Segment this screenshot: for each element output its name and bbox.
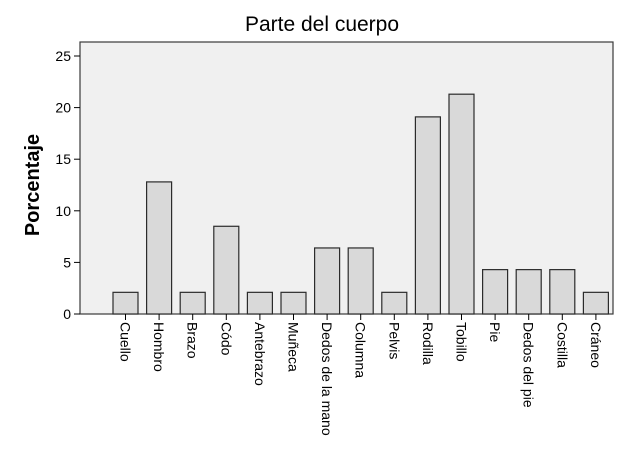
x-tick-label: Tobillo (454, 322, 470, 362)
bar (549, 269, 576, 315)
x-tick-label: Muñeca (286, 322, 302, 372)
bar (280, 291, 307, 315)
y-tick-label: 0 (63, 306, 71, 322)
bar (213, 225, 240, 315)
x-tick-label: Pie (487, 322, 503, 342)
x-tick-label: Rodilla (420, 322, 436, 365)
y-tick-label: 25 (55, 48, 71, 64)
chart-title: Parte del cuerpo (245, 13, 399, 36)
bar (146, 181, 173, 315)
y-tick-label: 5 (63, 254, 71, 270)
bar (314, 247, 341, 315)
x-tick-label: Brazo (185, 322, 201, 359)
bar (112, 291, 139, 315)
bar (582, 291, 610, 315)
y-tick-label: 15 (55, 151, 71, 167)
bar (448, 93, 475, 315)
x-tick-label: Hombro (151, 322, 167, 372)
x-tick-label: Columna (353, 322, 369, 378)
x-tick-label: Cuello (118, 322, 134, 362)
y-tick-label: 10 (55, 203, 71, 219)
bar (414, 116, 441, 315)
bar (381, 291, 408, 315)
x-tick-label: Antebrazo (252, 322, 268, 386)
bar (482, 269, 509, 315)
x-axis: Cuello Hombro Brazo Códo Antebrazo Muñeca Dedo… (118, 314, 604, 436)
bar (347, 247, 374, 315)
x-tick-label: Costilla (554, 322, 570, 368)
bar (179, 291, 206, 315)
x-tick-label: Dedos de la mano (319, 322, 335, 436)
bar (246, 291, 273, 315)
x-tick-label: Cráneo (588, 322, 604, 368)
y-axis: 0 5 10 15 20 25 (55, 48, 80, 322)
x-tick-label: Pelvis (386, 322, 402, 359)
y-axis-label: Porcentaje (22, 134, 44, 236)
bar (515, 269, 542, 315)
y-tick-label: 20 (55, 100, 71, 116)
x-tick-label: Códo (218, 322, 234, 356)
x-tick-label: Dedos del pie (521, 322, 537, 408)
bars (112, 93, 610, 315)
